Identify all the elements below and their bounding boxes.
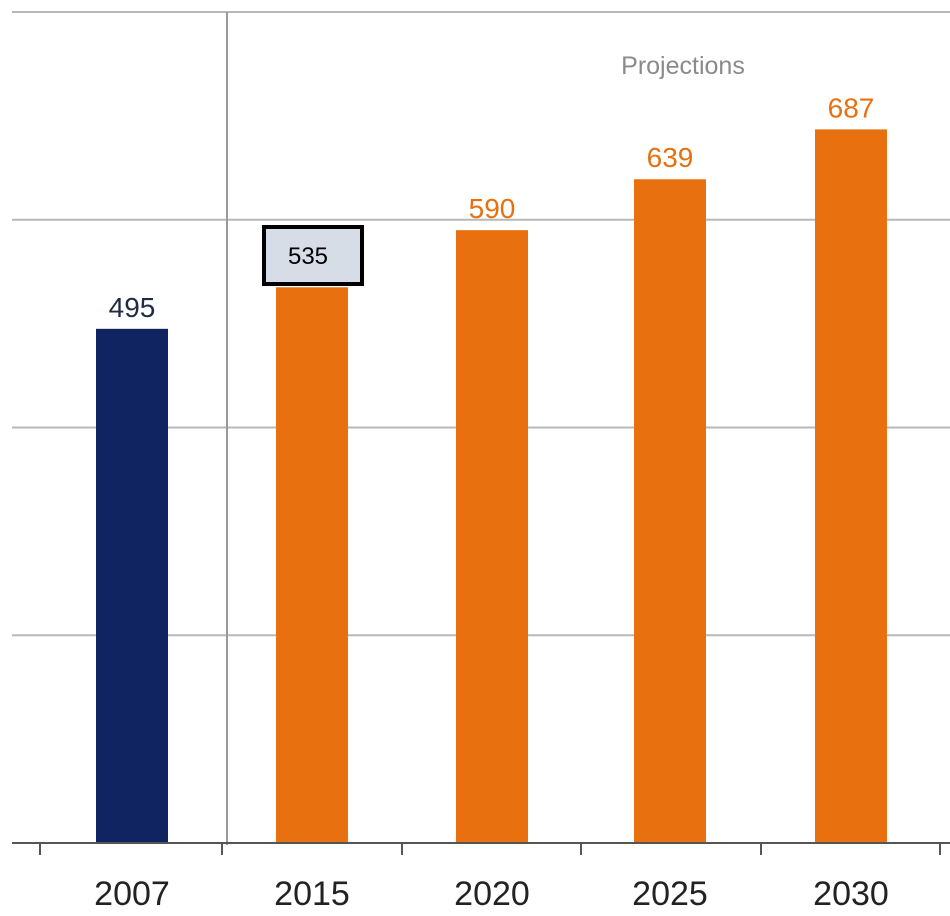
- data-label-2030: 687: [828, 92, 875, 123]
- x-tick-label-2007: 2007: [94, 875, 170, 911]
- data-label-2025: 639: [647, 142, 694, 173]
- boxed-value-label-text: 535: [288, 243, 328, 270]
- x-tick-labels: 2007 2015 2020 2025 2030: [94, 875, 889, 913]
- data-label-2007: 495: [109, 292, 156, 323]
- bars: [96, 129, 887, 844]
- x-tick-label-2030: 2030: [813, 875, 889, 911]
- x-tick-label-2015: 2015: [274, 875, 350, 911]
- x-tick-label-2020: 2020: [454, 875, 530, 911]
- x-tick-label-2025: 2025: [632, 875, 708, 911]
- bar-2015: [276, 287, 348, 843]
- bar-2030: [815, 129, 887, 843]
- bar-2020: [456, 230, 528, 843]
- bar-2007: [96, 328, 168, 844]
- boxed-value-label-box: [262, 225, 364, 286]
- projections-label: Projections: [621, 52, 745, 80]
- boxed-value-label: 535: [262, 225, 364, 286]
- x-axis: [12, 842, 950, 855]
- bar-2025: [634, 179, 706, 843]
- data-label-2020: 590: [469, 193, 516, 224]
- data-labels: 495 590 639 687: [109, 92, 875, 322]
